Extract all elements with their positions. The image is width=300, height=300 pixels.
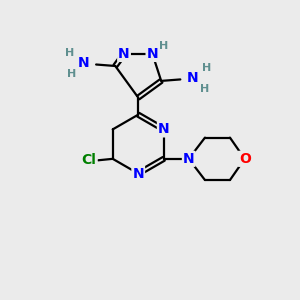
Text: Cl: Cl bbox=[82, 153, 97, 167]
Text: H: H bbox=[159, 41, 168, 51]
Text: N: N bbox=[118, 47, 130, 61]
Text: H: H bbox=[200, 84, 210, 94]
Text: H: H bbox=[67, 69, 76, 79]
Text: H: H bbox=[65, 48, 74, 58]
Text: N: N bbox=[147, 47, 158, 61]
Text: N: N bbox=[183, 152, 195, 166]
Text: O: O bbox=[239, 152, 250, 166]
Text: N: N bbox=[158, 122, 170, 136]
Text: H: H bbox=[202, 63, 212, 73]
Text: N: N bbox=[78, 56, 90, 70]
Text: N: N bbox=[187, 71, 199, 85]
Text: N: N bbox=[132, 167, 144, 181]
